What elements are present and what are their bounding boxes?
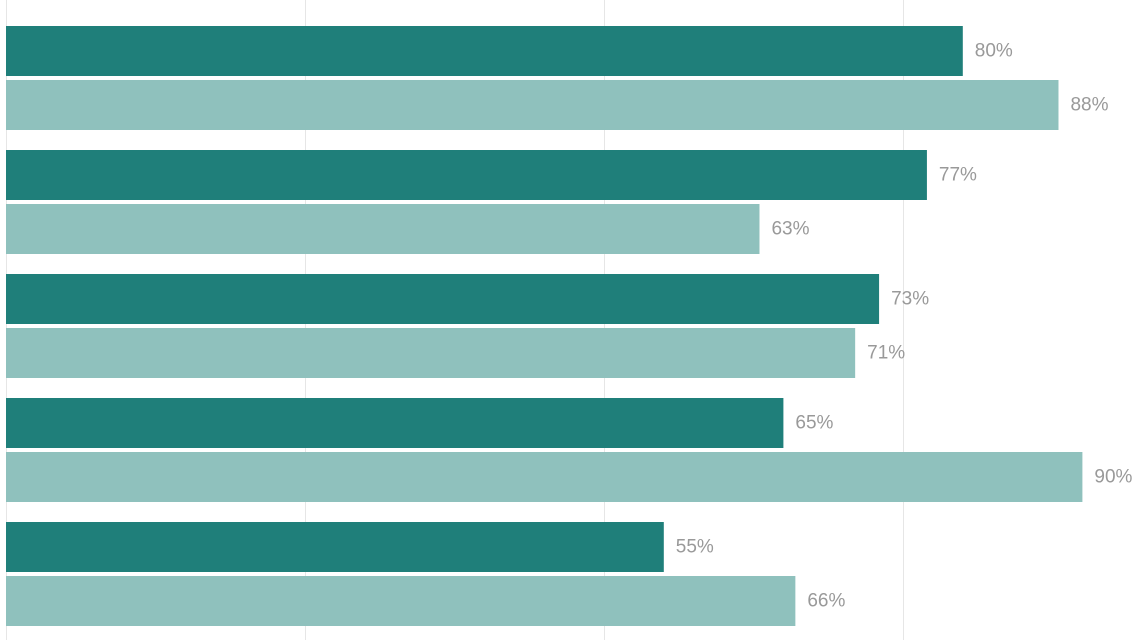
data-label-group-3-series-1: 73% [891,289,929,310]
data-label-group-1-series-2: 88% [1070,95,1108,116]
bar-group-1-series-2 [6,80,1059,130]
data-label-group-1-series-1: 80% [975,41,1013,62]
bar-group-4-series-1 [6,398,784,448]
label-layer: 80% 77% 73% 65% 55% 88% 63% 71% 90% 66% [676,41,1133,612]
bar-group-1-series-1 [6,26,963,76]
bar-group-2-series-1 [6,150,927,200]
bar-group-3-series-1 [6,274,880,324]
data-label-group-2-series-2: 63% [771,219,809,240]
bar-group-3-series-2 [6,328,856,378]
data-label-group-3-series-2: 71% [867,343,905,364]
data-label-group-5-series-1: 55% [676,537,714,558]
data-label-group-4-series-1: 65% [795,413,833,434]
data-label-group-4-series-2: 90% [1094,467,1132,488]
data-label-group-2-series-1: 77% [939,165,977,186]
bar-group-2-series-2 [6,204,760,254]
bar-group-5-series-1 [6,522,664,572]
bar-group-5-series-2 [6,576,796,626]
data-label-group-5-series-2: 66% [807,591,845,612]
bar-layer [6,26,1083,626]
bar-group-4-series-2 [6,452,1083,502]
